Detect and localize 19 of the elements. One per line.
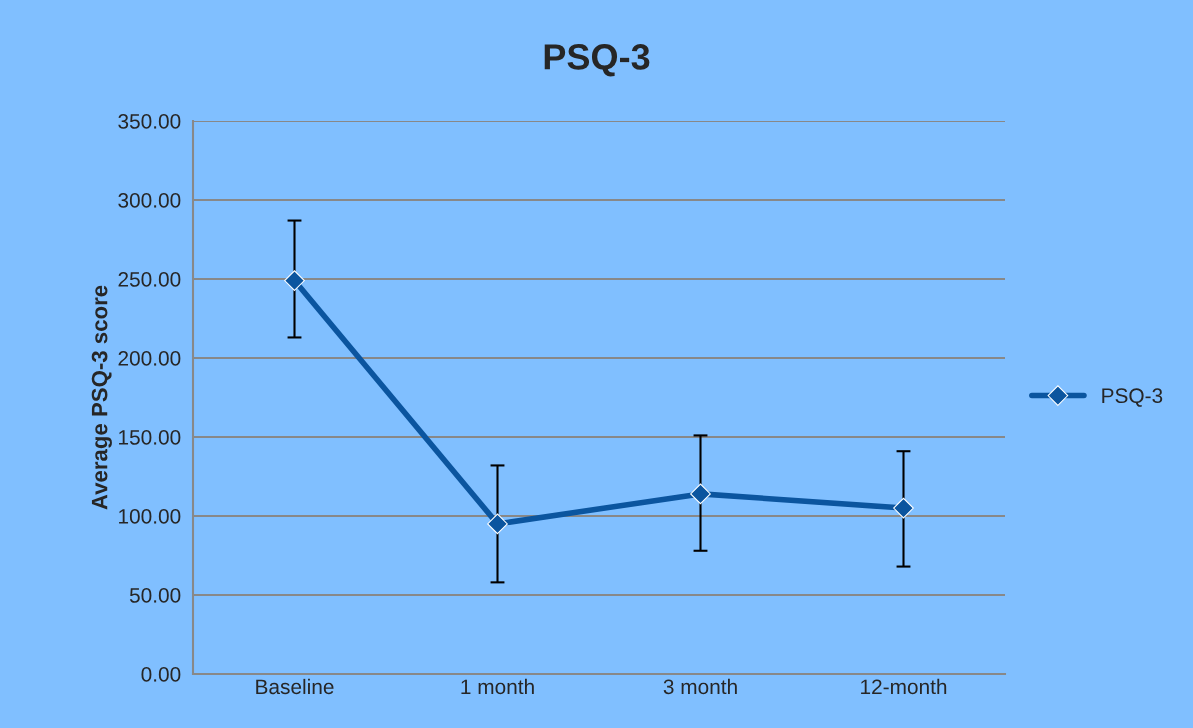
y-tick-label: 200.00 bbox=[118, 351, 181, 366]
y-tick-label: 50.00 bbox=[129, 588, 181, 603]
point bbox=[487, 513, 508, 535]
y-tick-label: 100.00 bbox=[119, 509, 181, 524]
y-tick-label: 150.00 bbox=[119, 430, 181, 445]
y-tick-label: 300.00 bbox=[118, 193, 181, 208]
point bbox=[284, 270, 305, 291]
x-tick-label: 1 month bbox=[461, 678, 534, 695]
chart-title: PSQ-3 bbox=[544, 44, 650, 77]
y-tick-label: 0.00 bbox=[141, 667, 181, 682]
y-tick-label: 350.00 bbox=[118, 114, 181, 129]
x-tick-label: Baseline bbox=[256, 678, 334, 695]
y-tick-label: 250.00 bbox=[118, 272, 181, 287]
legend-label: PSQ-3 bbox=[1102, 388, 1163, 407]
x-tick-label: 12-month bbox=[861, 678, 947, 695]
point bbox=[893, 497, 914, 519]
y-axis-title: Average PSQ-3 score bbox=[91, 285, 112, 510]
point bbox=[690, 483, 711, 505]
x-tick-label: 3 month bbox=[663, 678, 737, 695]
